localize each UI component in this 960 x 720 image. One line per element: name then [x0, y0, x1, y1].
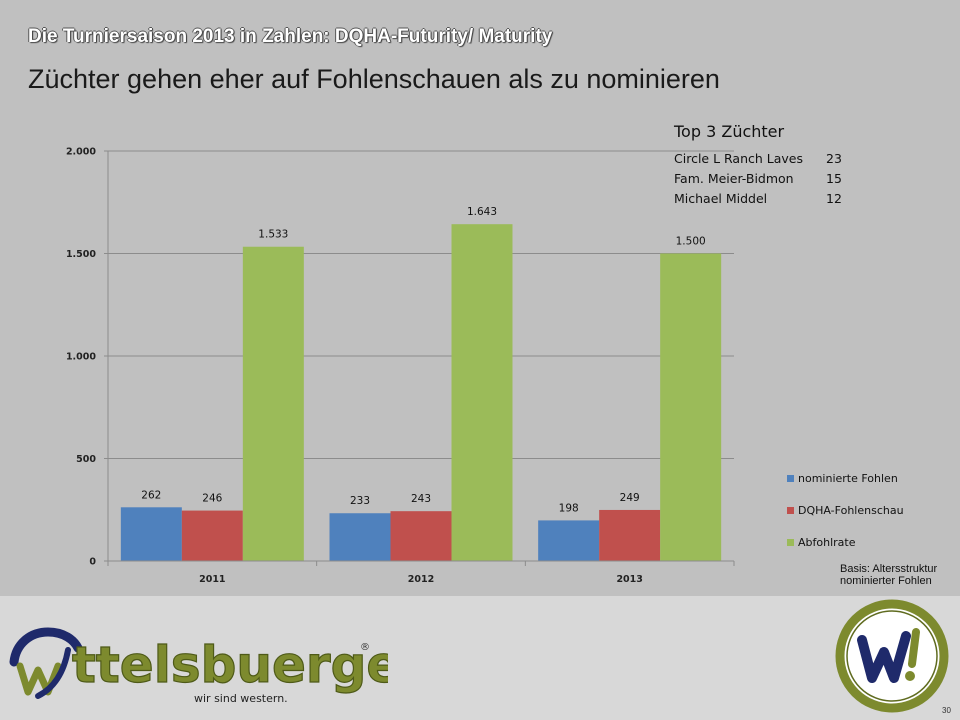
y-tick-label: 1.500	[66, 249, 96, 260]
w-swoosh-icon	[9, 627, 83, 699]
legend-item: DQHA-Fohlenschau	[787, 504, 904, 536]
bar-chart: 0 500 1.000 1.500 2.000 262 246 1.533 2011 233 243…	[66, 147, 735, 585]
y-tick-label: 2.000	[66, 147, 96, 158]
basis-note: Basis: Altersstruktur nominierter Fohlen	[840, 563, 937, 587]
x-tick-label: 2011	[199, 574, 225, 585]
legend-label: nominierte Fohlen	[798, 472, 898, 485]
bar	[451, 224, 513, 561]
bar	[599, 509, 661, 561]
top3-breeder-name: Fam. Meier-Bidmon	[674, 171, 794, 186]
basis-note-line: Basis: Altersstruktur	[840, 563, 938, 575]
wittelsbuerger-logo: ttelsbuerger ®	[9, 627, 388, 699]
top3-breeder-count: 23	[826, 151, 842, 166]
slide-footer	[0, 596, 960, 720]
bar-data-label: 243	[411, 493, 431, 505]
bar-data-label: 1.500	[676, 236, 706, 248]
top3-breeder-name: Michael Middel	[674, 191, 768, 206]
top3-breeder-count: 15	[826, 171, 842, 186]
legend-swatch	[787, 539, 794, 546]
bar-data-label: 249	[620, 492, 640, 504]
legend-swatch	[787, 475, 794, 482]
top3-breeder-count: 12	[826, 191, 842, 206]
w-circle-logo-icon	[835, 599, 949, 713]
bar	[242, 246, 304, 562]
legend-label: DQHA-Fohlenschau	[798, 504, 904, 517]
bar-data-label: 233	[350, 495, 370, 507]
legend-item: Abfohlrate	[787, 536, 904, 568]
logo-tagline: wir sind western.	[194, 692, 288, 705]
page-number: 30	[942, 706, 951, 715]
bar-data-label: 198	[559, 502, 579, 514]
chart-legend: nominierte Fohlen DQHA-Fohlenschau Abfoh…	[787, 472, 904, 568]
bar	[329, 513, 391, 561]
registered-mark: ®	[360, 642, 370, 653]
bar	[120, 507, 182, 561]
top3-breeders-box: Top 3 Züchter Circle L Ranch Laves 23 Fa…	[674, 122, 844, 211]
top3-row: Fam. Meier-Bidmon 15	[674, 171, 844, 191]
bar	[660, 253, 722, 561]
bar	[538, 520, 600, 561]
bar	[181, 510, 243, 561]
top3-row: Michael Middel 12	[674, 191, 844, 211]
x-tick-label: 2012	[408, 574, 434, 585]
slide-supertitle: Die Turniersaison 2013 in Zahlen: DQHA-F…	[28, 26, 553, 47]
x-tick-label: 2013	[616, 574, 642, 585]
legend-item: nominierte Fohlen	[787, 472, 904, 504]
slide-headline: Züchter gehen eher auf Fohlenschauen als…	[28, 64, 720, 94]
bar-data-label: 1.533	[258, 229, 288, 241]
y-tick-label: 500	[76, 454, 96, 465]
legend-label: Abfohlrate	[798, 536, 856, 549]
legend-swatch	[787, 507, 794, 514]
top3-row: Circle L Ranch Laves 23	[674, 151, 844, 171]
bar-data-label: 246	[202, 493, 222, 505]
bar-data-label: 1.643	[467, 206, 497, 218]
y-tick-label: 0	[89, 557, 96, 568]
basis-note-line: nominierter Fohlen	[840, 575, 932, 587]
y-tick-label: 1.000	[66, 352, 96, 363]
top3-title: Top 3 Züchter	[674, 122, 785, 141]
logo-wordmark: ttelsbuerger	[72, 636, 388, 694]
bar	[390, 511, 452, 561]
top3-breeder-name: Circle L Ranch Laves	[674, 151, 803, 166]
bar-data-label: 262	[141, 489, 161, 501]
